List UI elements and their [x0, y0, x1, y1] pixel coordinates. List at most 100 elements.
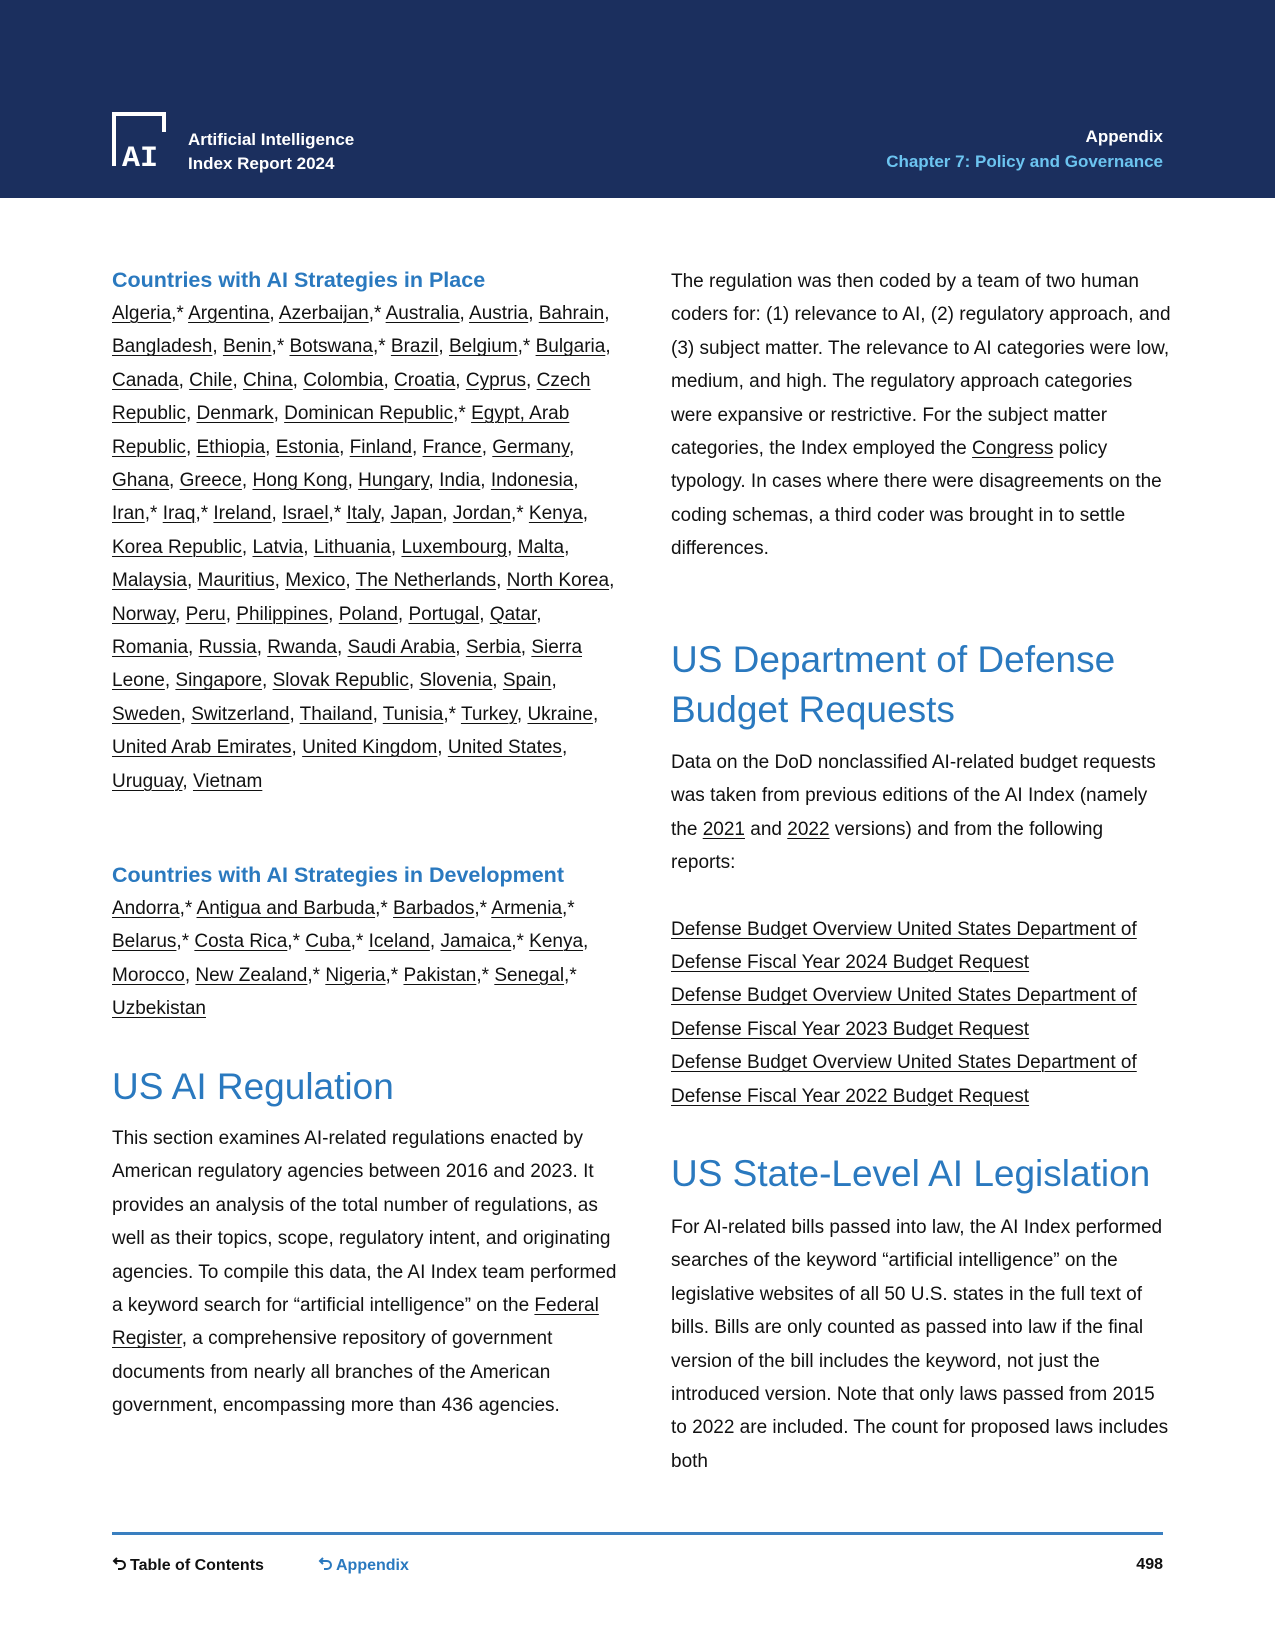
country-link[interactable]: Saudi Arabia [347, 637, 456, 659]
country-link[interactable]: Turkey [460, 703, 517, 725]
country-link[interactable]: Cyprus [465, 369, 527, 391]
country-link[interactable]: Denmark [196, 403, 274, 425]
country-link[interactable]: Senegal [494, 964, 565, 986]
dod-report-link[interactable]: Defense Budget Overview United States De… [671, 918, 1137, 974]
country-link[interactable]: Brazil [390, 336, 439, 358]
country-link[interactable]: India [439, 470, 481, 492]
country-link[interactable]: Bahrain [538, 303, 605, 324]
country-link[interactable]: Ghana [112, 470, 170, 492]
country-link[interactable]: Slovenia [419, 670, 493, 692]
country-link[interactable]: Romania [112, 637, 189, 659]
country-link[interactable]: Poland [338, 603, 398, 625]
toc-link[interactable]: Table of Contents [112, 1556, 264, 1575]
country-link[interactable]: Dominican Republic [284, 403, 454, 425]
country-link[interactable]: China [243, 369, 293, 391]
country-link[interactable]: Belgium [448, 336, 518, 358]
inline-link[interactable]: Congress [972, 438, 1054, 460]
country-link[interactable]: Spain [502, 670, 552, 692]
country-link[interactable]: Botswana [289, 336, 373, 358]
country-link[interactable]: Jamaica [440, 931, 512, 953]
country-link[interactable]: Sierra Leone [112, 637, 583, 692]
country-link[interactable]: Hong Kong [252, 470, 348, 492]
country-link[interactable]: Colombia [303, 369, 384, 391]
country-link[interactable]: Azerbaijan [278, 303, 369, 324]
country-link[interactable]: Portugal [408, 603, 480, 625]
country-link[interactable]: Ireland [213, 503, 272, 525]
country-link[interactable]: Greece [179, 470, 242, 492]
country-link[interactable]: Iran [112, 503, 145, 525]
country-link[interactable]: New Zealand [195, 964, 308, 986]
country-link[interactable]: Algeria [112, 303, 172, 324]
country-link[interactable]: Vietnam [192, 770, 263, 792]
country-link[interactable]: Barbados [393, 898, 475, 919]
appendix-link[interactable]: Appendix [318, 1556, 409, 1575]
country-link[interactable]: Russia [198, 637, 257, 659]
dod-report-link[interactable]: Defense Budget Overview United States De… [671, 985, 1137, 1040]
country-link[interactable]: Bangladesh [112, 336, 213, 358]
country-link[interactable]: Malaysia [112, 570, 187, 592]
country-link[interactable]: Andorra [112, 898, 180, 919]
country-link[interactable]: Japan [390, 503, 443, 525]
country-link[interactable]: Costa Rica [194, 931, 288, 953]
country-link[interactable]: Qatar [489, 603, 537, 625]
country-link[interactable]: Israel [282, 503, 329, 525]
country-link[interactable]: Ukraine [527, 703, 593, 725]
country-link[interactable]: Uzbekistan [112, 998, 206, 1020]
country-link[interactable]: Nigeria [325, 964, 386, 986]
dod-report-link[interactable]: Defense Budget Overview United States De… [671, 1052, 1137, 1107]
country-link[interactable]: Slovak Republic [272, 670, 409, 692]
country-link[interactable]: Australia [385, 303, 460, 324]
country-link[interactable]: Germany [492, 436, 569, 458]
country-link[interactable]: Mexico [285, 570, 346, 592]
country-link[interactable]: United States [447, 737, 562, 759]
country-link[interactable]: United Kingdom [302, 737, 438, 759]
country-link[interactable]: Armenia [491, 898, 563, 919]
country-link[interactable]: Iraq [162, 503, 196, 525]
country-link[interactable]: Belarus [112, 931, 177, 953]
country-link[interactable]: Benin [222, 336, 272, 358]
country-link[interactable]: Antigua and Barbuda [196, 898, 376, 919]
country-link[interactable]: Morocco [112, 964, 185, 986]
inline-link[interactable]: Federal Register [112, 1295, 599, 1350]
country-link[interactable]: Latvia [252, 536, 304, 558]
country-link[interactable]: Argentina [188, 303, 270, 324]
country-link[interactable]: Canada [112, 369, 179, 391]
country-link[interactable]: Austria [469, 303, 529, 324]
country-link[interactable]: Cuba [305, 931, 351, 953]
country-link[interactable]: Peru [185, 603, 226, 625]
country-link[interactable]: Lithuania [313, 536, 391, 558]
country-link[interactable]: Pakistan [403, 964, 477, 986]
country-link[interactable]: Thailand [299, 703, 373, 725]
country-link[interactable]: Serbia [465, 637, 521, 659]
country-link[interactable]: Croatia [394, 369, 456, 391]
country-link[interactable]: Czech Republic [112, 369, 591, 425]
country-link[interactable]: The Netherlands [355, 570, 497, 592]
country-link[interactable]: Uruguay [112, 770, 183, 792]
country-link[interactable]: Sweden [112, 703, 181, 725]
country-link[interactable]: Korea Republic [112, 536, 242, 558]
country-link[interactable]: Kenya [528, 503, 583, 525]
country-link[interactable]: Chile [189, 369, 233, 391]
country-link[interactable]: Indonesia [490, 470, 574, 492]
country-link[interactable]: Norway [112, 603, 175, 625]
country-link[interactable]: Philippines [236, 603, 329, 625]
inline-link[interactable]: 2021 [702, 818, 745, 840]
country-link[interactable]: Estonia [275, 436, 340, 458]
country-link[interactable]: Tunisia [382, 703, 444, 725]
country-link[interactable]: Jordan [452, 503, 511, 525]
country-link[interactable]: Rwanda [267, 637, 337, 659]
country-link[interactable]: North Korea [506, 570, 610, 592]
inline-link[interactable]: 2022 [787, 818, 830, 840]
country-link[interactable]: France [422, 436, 482, 458]
country-link[interactable]: Luxembourg [401, 536, 508, 558]
country-link[interactable]: Hungary [358, 470, 429, 492]
country-link[interactable]: Finland [349, 436, 412, 458]
country-link[interactable]: Egypt, Arab Republic [112, 403, 570, 458]
country-link[interactable]: Ethiopia [196, 436, 266, 458]
country-link[interactable]: Malta [517, 536, 565, 558]
country-link[interactable]: Kenya [529, 931, 584, 953]
country-link[interactable]: Bulgaria [535, 336, 606, 358]
country-link[interactable]: Italy [346, 503, 380, 525]
country-link[interactable]: Switzerland [191, 703, 290, 725]
country-link[interactable]: Mauritius [197, 570, 275, 592]
